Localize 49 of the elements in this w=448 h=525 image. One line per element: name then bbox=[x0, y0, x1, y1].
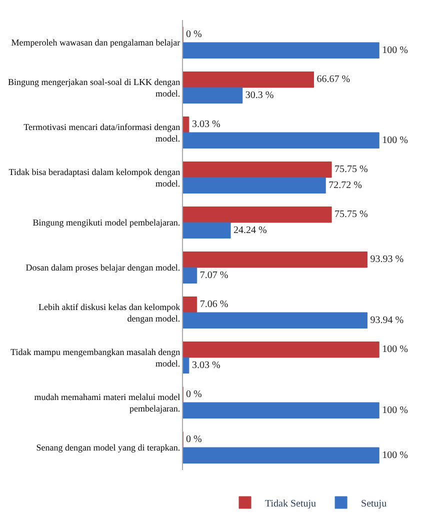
y-tick-label: Senang dengan model yang di terapkan. bbox=[36, 442, 180, 453]
bar bbox=[183, 177, 326, 194]
data-label: 100 % bbox=[382, 44, 408, 56]
bar bbox=[183, 162, 332, 178]
bar bbox=[183, 357, 190, 374]
bar bbox=[183, 312, 368, 328]
bar bbox=[183, 87, 243, 104]
data-label: 0 % bbox=[186, 434, 202, 446]
y-tick-label: Bingung mengerjakan soal-soal di LKK dengan model. bbox=[8, 76, 181, 98]
data-label: 0 % bbox=[186, 29, 202, 40]
data-label: 100 % bbox=[382, 344, 408, 356]
y-tick-label: Bingung mengikuti model pembelajaran. bbox=[32, 218, 180, 228]
data-label: 3.03 % bbox=[192, 119, 220, 130]
bar bbox=[183, 267, 198, 284]
bar bbox=[183, 116, 190, 133]
bar bbox=[183, 252, 368, 268]
data-label: 93.94 % bbox=[370, 314, 404, 326]
data-label: 75.75 % bbox=[334, 164, 368, 176]
data-label: 72.72 % bbox=[328, 180, 362, 191]
data-label: 7.06 % bbox=[200, 299, 228, 310]
data-label: 30.3 % bbox=[245, 90, 274, 101]
y-tick-label: Lebih aktif diskusi kelas dan kelompok dengan model. bbox=[38, 302, 181, 324]
data-label: 0 % bbox=[186, 389, 202, 400]
bar bbox=[183, 206, 332, 223]
data-label: 100 % bbox=[382, 134, 408, 146]
bar bbox=[183, 342, 380, 358]
bar bbox=[183, 402, 380, 418]
y-tick-label: mudah memahami materi melalui model pembelajaran. bbox=[34, 392, 181, 414]
legend-label: Setuju bbox=[361, 498, 387, 510]
data-label: 100 % bbox=[382, 450, 408, 461]
data-label: 100 % bbox=[382, 404, 408, 416]
bar bbox=[183, 447, 380, 464]
data-label: 66.67 % bbox=[316, 74, 350, 86]
legend-label: Tidak Setuju bbox=[265, 498, 316, 510]
bar bbox=[183, 42, 380, 58]
y-tick-label: Termotivasi mencari data/informasi dengan model. bbox=[24, 122, 181, 144]
bar bbox=[183, 222, 231, 238]
y-tick-label: Dosan dalam proses belajar dengan model. bbox=[26, 262, 180, 273]
bar bbox=[183, 72, 314, 88]
data-label: 75.75 % bbox=[334, 209, 368, 220]
data-label: 3.03 % bbox=[192, 360, 220, 371]
y-tick-label: Tidak mampu mengembangkan masalah dengn model. bbox=[10, 346, 181, 368]
data-label: 7.07 % bbox=[200, 270, 228, 281]
y-tick-label: Memperoleh wawasan dan pengalaman belajar bbox=[11, 38, 180, 48]
data-label: 93.93 % bbox=[370, 254, 404, 266]
y-tick-label: Tidak bisa beradaptasi dalam kelompok dengan model. bbox=[8, 166, 181, 188]
data-label: 24.24 % bbox=[234, 224, 267, 236]
bar bbox=[183, 132, 380, 148]
bar bbox=[183, 296, 198, 313]
